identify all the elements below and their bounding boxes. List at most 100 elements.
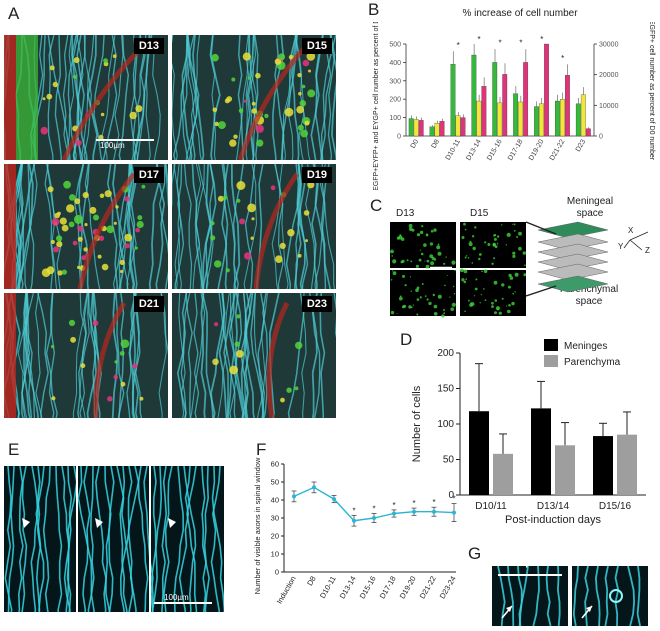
axon-fiber	[158, 164, 168, 289]
axon-fiber	[176, 293, 188, 418]
axon-fiber	[320, 164, 330, 289]
significance-marker: *	[519, 39, 522, 48]
fluorescent-cell	[432, 293, 435, 297]
axon-fiber	[13, 164, 24, 289]
labelled-cell	[270, 185, 276, 191]
fluorescent-cell	[437, 243, 440, 246]
bar	[531, 408, 551, 495]
y2-axis-label: EGFP+ cell number as percent of D0 numbe…	[648, 22, 655, 161]
fluorescent-cell	[433, 258, 437, 261]
fluorescent-cell	[493, 257, 496, 260]
x-tick-label: D13-14	[338, 575, 358, 601]
axon-fiber	[274, 164, 284, 289]
chart-d: 0 50 100 150 200 D10/11 D13/14 D15/16 Post-induc…	[411, 339, 646, 526]
axon-fiber	[78, 164, 89, 289]
labelled-cell	[225, 268, 230, 273]
micrograph-tile-d21: D21	[4, 293, 168, 418]
fluorescent-cell	[443, 308, 446, 311]
fluorescent-cell	[415, 288, 419, 292]
axis-y	[623, 239, 631, 249]
labelled-cell	[236, 350, 244, 358]
fluorescent-cell	[493, 234, 496, 237]
labelled-cell	[307, 89, 316, 98]
axon-fiber	[217, 293, 230, 418]
axon-fiber	[76, 35, 84, 160]
axon-fiber	[234, 293, 245, 418]
micrograph-image	[172, 293, 336, 418]
labelled-cell	[135, 105, 143, 113]
axon-fiber	[160, 293, 168, 355]
significance-marker: *	[457, 41, 460, 50]
panel-c-col-d13: D13	[396, 208, 415, 219]
labelled-cell	[46, 93, 53, 100]
fluorescent-cell	[426, 298, 429, 301]
labelled-cell	[77, 236, 83, 242]
bar	[493, 453, 513, 495]
labelled-cell	[214, 322, 219, 327]
x-tick-label: D21-22	[418, 575, 438, 601]
labelled-cell	[120, 381, 126, 387]
fluorescent-cell	[516, 236, 519, 238]
fluorescent-cell	[472, 246, 476, 251]
labelled-cell	[99, 193, 105, 199]
axon-fiber	[274, 164, 289, 289]
axon-fiber	[173, 465, 185, 627]
labelled-cell	[141, 184, 146, 189]
fluorescent-cell	[408, 223, 413, 228]
y2-tick-label: 10000	[599, 103, 619, 110]
axon-fiber	[311, 164, 319, 289]
labelled-cell	[57, 270, 63, 276]
significance-marker: *	[392, 501, 395, 510]
micrograph-image	[4, 293, 168, 418]
scale-bar-label: 100µm	[164, 593, 189, 602]
legend-label: Parenchyma	[564, 357, 621, 368]
panel-divider	[149, 466, 151, 612]
axon-fiber	[315, 35, 324, 160]
fluorescent-cell	[392, 259, 397, 264]
axon-fiber	[148, 164, 160, 289]
fluorescent-cell	[409, 276, 412, 278]
fluorescent-cell	[487, 243, 491, 246]
axon-fiber	[584, 565, 589, 627]
y-tick-label: 10	[271, 550, 279, 559]
labelled-cell	[70, 336, 76, 343]
fluorescent-cell	[450, 307, 454, 311]
labelled-cell	[73, 214, 83, 224]
arrowhead-marker	[168, 518, 176, 528]
axon-fiber	[636, 565, 641, 627]
fluorescent-cell	[416, 233, 421, 237]
axon-fiber	[45, 293, 58, 418]
fluorescent-cell	[410, 290, 412, 292]
fluorescent-cell	[445, 256, 447, 258]
bar	[593, 436, 613, 495]
fluorescent-cell	[415, 264, 419, 268]
fluorescent-cell	[429, 254, 434, 258]
fluorescent-cell	[505, 244, 507, 246]
x-tick-label: D17-18	[507, 138, 525, 161]
fluorescent-cell	[496, 243, 499, 245]
labelled-cell	[296, 105, 304, 114]
labelled-cell	[229, 139, 237, 147]
x-tick-label: D13/14	[537, 501, 570, 512]
labelled-cell	[50, 240, 55, 244]
labelled-cell	[75, 139, 82, 147]
labelled-cell	[306, 52, 316, 61]
fluorescent-cell	[398, 296, 403, 301]
axon-fiber	[218, 293, 236, 418]
labelled-cell	[77, 225, 84, 232]
axon-fiber	[101, 35, 116, 160]
axon-fiber	[102, 465, 115, 627]
data-point	[452, 510, 456, 515]
fluorescent-cell	[495, 306, 500, 311]
data-point	[432, 509, 436, 514]
labelled-cell	[243, 99, 247, 103]
axon-fiber	[161, 465, 168, 627]
axon-fiber	[327, 35, 336, 160]
labelled-cell	[210, 221, 215, 226]
axon-fiber	[614, 565, 620, 627]
bar	[565, 75, 570, 137]
labelled-cell	[49, 65, 55, 71]
fluorescent-cell	[430, 261, 435, 266]
fluorescent-cell	[514, 291, 516, 293]
fluorescent-cell	[420, 252, 424, 256]
